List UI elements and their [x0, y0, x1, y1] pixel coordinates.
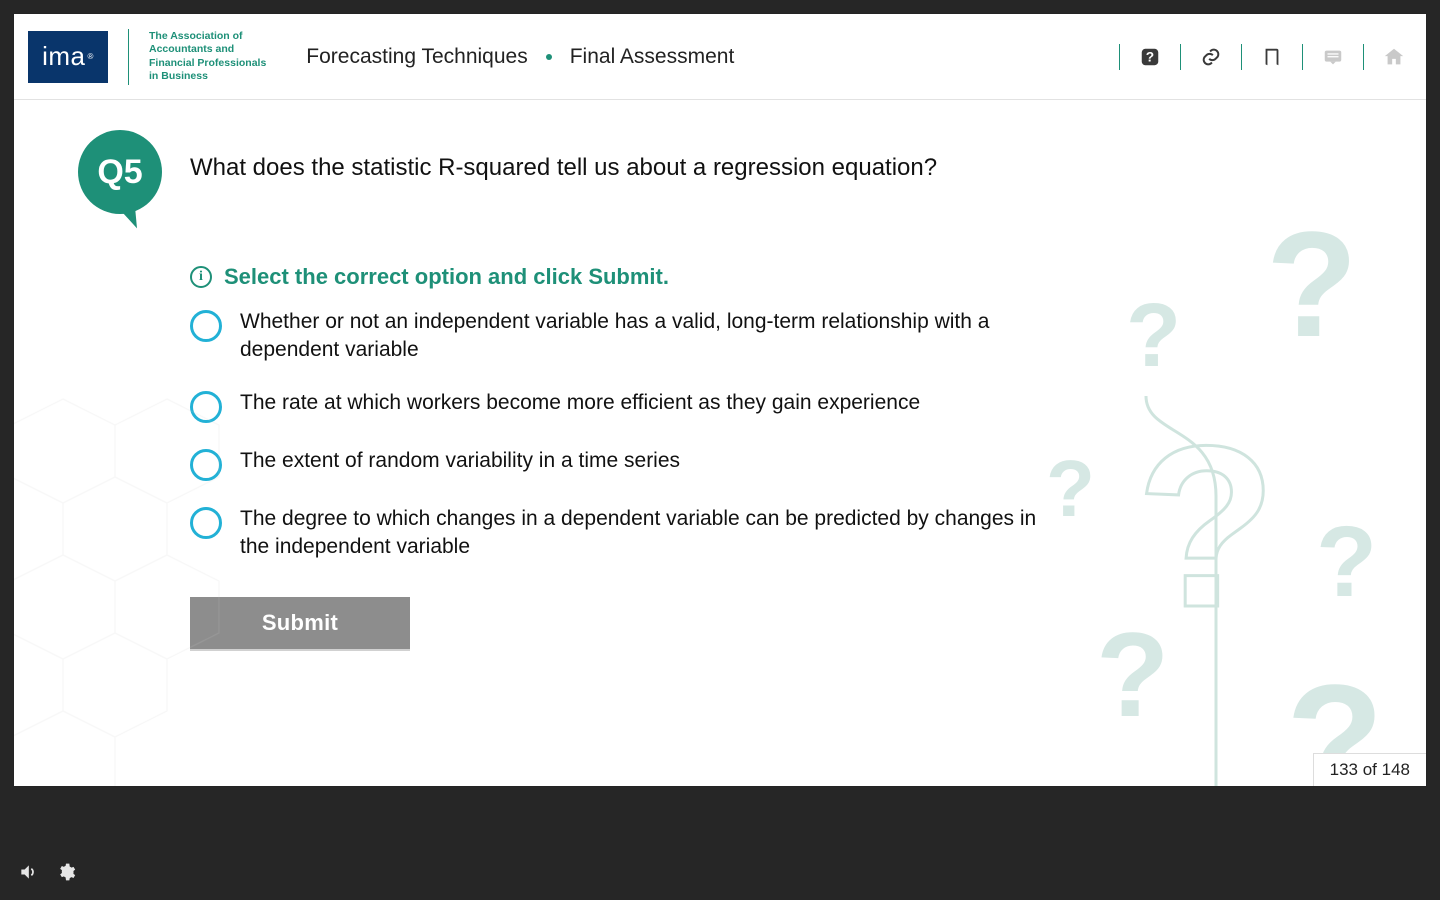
radio-icon[interactable] — [190, 391, 222, 423]
svg-text:?: ? — [1316, 506, 1377, 618]
option-0[interactable]: Whether or not an independent variable h… — [190, 308, 1070, 365]
option-2[interactable]: The extent of random variability in a ti… — [190, 447, 1070, 481]
breadcrumb-separator-icon — [546, 54, 552, 60]
svg-text:?: ? — [1126, 286, 1181, 386]
option-text: The extent of random variability in a ti… — [240, 447, 680, 475]
toolbar: ? — [1101, 44, 1406, 70]
breadcrumb-section: Final Assessment — [570, 45, 735, 69]
toolbar-separator — [1180, 44, 1181, 70]
option-text: Whether or not an independent variable h… — [240, 308, 1070, 365]
brand-reg-mark: ® — [88, 52, 94, 61]
radio-icon[interactable] — [190, 449, 222, 481]
question-row: Q5 What does the statistic R-squared tel… — [78, 130, 1366, 220]
options-list: Whether or not an independent variable h… — [190, 308, 1070, 561]
topbar: ima® The Association of Accountants and … — [14, 14, 1426, 100]
radio-icon[interactable] — [190, 507, 222, 539]
glossary-icon[interactable] — [1260, 45, 1284, 69]
settings-icon[interactable] — [56, 862, 76, 887]
notes-icon[interactable] — [1321, 45, 1345, 69]
option-3[interactable]: The degree to which changes in a depende… — [190, 505, 1070, 562]
brand-divider — [128, 29, 129, 85]
brand-tagline: The Association of Accountants and Finan… — [149, 30, 266, 83]
page-counter: 133 of 148 — [1313, 753, 1426, 786]
info-icon: i — [190, 266, 212, 288]
option-text: The rate at which workers become more ef… — [240, 389, 920, 417]
radio-icon[interactable] — [190, 310, 222, 342]
question-number-bubble: Q5 — [78, 130, 168, 220]
option-1[interactable]: The rate at which workers become more ef… — [190, 389, 1070, 423]
svg-text:?: ? — [1136, 398, 1277, 655]
toolbar-separator — [1363, 44, 1364, 70]
course-player-stage: ima® The Association of Accountants and … — [14, 14, 1426, 786]
player-bar — [0, 848, 1440, 900]
svg-text:?: ? — [1146, 49, 1154, 64]
submit-label: Submit — [262, 610, 338, 636]
content-area: ? ? ? ? ? ? ? Q5 What does the statistic… — [14, 100, 1426, 786]
toolbar-separator — [1241, 44, 1242, 70]
question-text: What does the statistic R-squared tell u… — [190, 130, 937, 182]
question-number-label: Q5 — [97, 153, 142, 192]
breadcrumb-course: Forecasting Techniques — [306, 45, 527, 69]
volume-icon[interactable] — [18, 862, 38, 887]
toolbar-separator — [1302, 44, 1303, 70]
instruction-text: Select the correct option and click Subm… — [224, 264, 669, 290]
brand-logo-text: ima — [42, 41, 85, 72]
option-text: The degree to which changes in a depende… — [240, 505, 1070, 562]
home-icon[interactable] — [1382, 45, 1406, 69]
instruction-row: i Select the correct option and click Su… — [190, 264, 1366, 290]
submit-button[interactable]: Submit — [190, 597, 410, 649]
breadcrumb: Forecasting Techniques Final Assessment — [306, 45, 734, 69]
svg-text:?: ? — [1096, 608, 1169, 742]
link-icon[interactable] — [1199, 45, 1223, 69]
brand-logo: ima® — [28, 31, 108, 83]
help-icon[interactable]: ? — [1138, 45, 1162, 69]
toolbar-separator — [1119, 44, 1120, 70]
